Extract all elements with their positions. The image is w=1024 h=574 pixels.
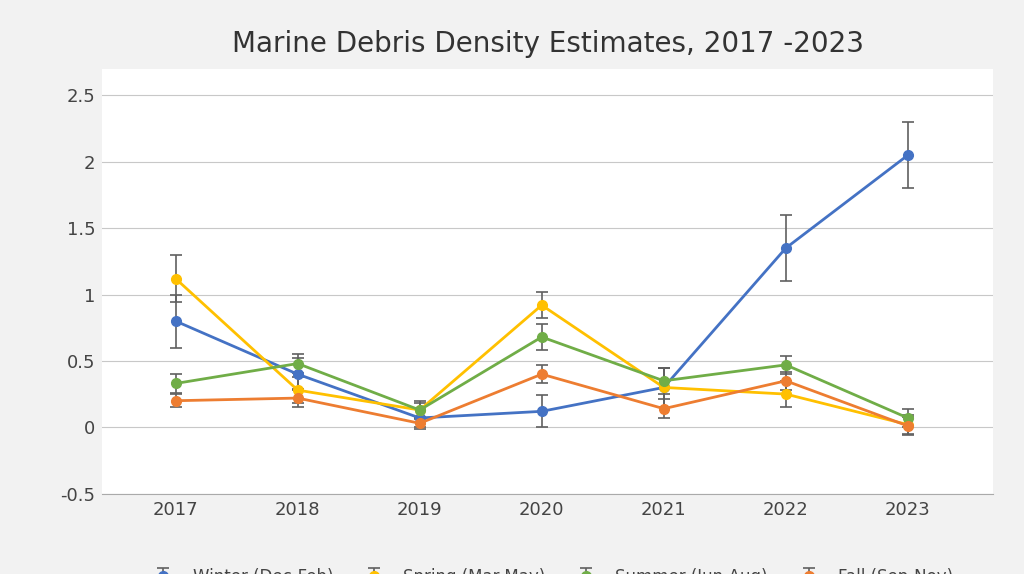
Title: Marine Debris Density Estimates, 2017 -2023: Marine Debris Density Estimates, 2017 -2… bbox=[231, 30, 864, 58]
Legend: Winter (Dec-Feb), Spring (Mar-May), Summer (Jun-Aug), Fall (Sep-Nov): Winter (Dec-Feb), Spring (Mar-May), Summ… bbox=[136, 561, 959, 574]
